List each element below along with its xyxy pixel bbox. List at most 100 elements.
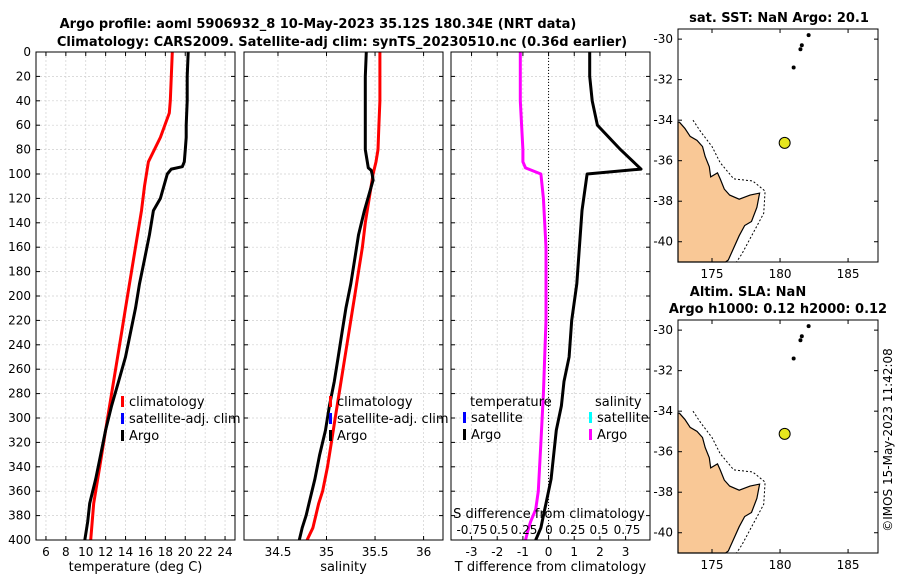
profile-location-marker (778, 136, 791, 149)
track-point (799, 43, 804, 48)
track-point (806, 324, 811, 329)
x-tick-label: 35.5 (362, 545, 389, 559)
y-tick-label: 20 (16, 69, 31, 83)
salinity-panel: 34.5 35 35.5 36 salinity climatology satellite… (243, 51, 449, 575)
series-line-climatology (305, 52, 382, 541)
y-tick-label: 240 (8, 338, 31, 352)
y-tick-label: -32 (653, 364, 673, 378)
legend-label: satellite (471, 411, 523, 426)
y-tick-label: 360 (8, 484, 31, 498)
legend-swatch (463, 429, 466, 440)
y-tick-label: -30 (653, 32, 673, 46)
land-new-zealand (677, 412, 761, 554)
legend-label: Argo (129, 429, 159, 444)
x-tick-label: 20 (178, 545, 193, 559)
y-tick-label: 140 (8, 216, 31, 230)
secondary-x-tick-label: 0.75 (614, 523, 641, 537)
y-tick-label: 300 (8, 411, 31, 425)
x-tick-label: 1 (570, 545, 578, 559)
y-tick-label: -34 (653, 404, 673, 418)
secondary-x-tick-label: 0.25 (559, 523, 586, 537)
x-tick-label: -1 (517, 545, 529, 559)
secondary-x-tick-label: 0 (545, 523, 553, 537)
y-tick-label: -36 (653, 154, 673, 168)
x-tick-label: 185 (837, 267, 860, 281)
x-tick-label: 175 (701, 267, 724, 281)
profile-location-marker (778, 427, 791, 440)
y-tick-label: -32 (653, 73, 673, 87)
y-tick-label: -36 (653, 445, 673, 459)
x-tick-label: 180 (769, 267, 792, 281)
legend-label: climatology (129, 395, 205, 410)
secondary-x-tick-label: 0.5 (489, 523, 508, 537)
x-tick-label: 35 (319, 545, 334, 559)
sla-map-subtitle: Argo h1000: 0.12 h2000: 0.12 (669, 302, 887, 317)
legend-label: satellite-adj. clim (129, 412, 241, 427)
imos-timestamp: ©IMOS 15-May-2023 11:42:08 (881, 348, 895, 532)
y-tick-label: 260 (8, 362, 31, 376)
track-point (806, 33, 811, 38)
y-tick-label: 180 (8, 265, 31, 279)
y-tick-label: 120 (8, 191, 31, 205)
x-tick-label: 3 (622, 545, 630, 559)
x-axis-label: temperature (deg C) (69, 560, 203, 575)
legend-swatch (589, 429, 592, 440)
x-tick-label: -2 (491, 545, 503, 559)
x-tick-label: 8 (62, 545, 70, 559)
y-tick-label: 0 (23, 45, 31, 59)
legend-header-temperature: temperature (470, 395, 552, 410)
series-line-argo (297, 51, 375, 541)
main-title-line1: Argo profile: aoml 5906932_8 10-May-2023… (60, 17, 577, 32)
y-tick-label: -40 (653, 235, 673, 249)
legend-swatch (121, 413, 124, 424)
x-tick-label: 175 (701, 558, 724, 572)
legend-header-salinity: salinity (595, 395, 642, 410)
series-line-argo (83, 51, 190, 541)
difference-panel: -3 -2 -1 0 1 2 3T difference from climatology t… (450, 51, 651, 575)
y-tick-label: 220 (8, 313, 31, 327)
legend-swatch (589, 412, 592, 423)
track-point (798, 338, 803, 343)
secondary-x-axis-label: S difference from climatology (453, 507, 645, 522)
x-axis-label: T difference from climatology (454, 560, 647, 575)
track-point (799, 334, 804, 339)
legend-swatch (329, 396, 332, 407)
legend-swatch (329, 430, 332, 441)
temperature-panel: 6 8 10 12 14 16 18 20 22 24 temperature (deg C) 0 20… (8, 45, 241, 575)
legend-label: satellite-adj. clim (337, 412, 449, 427)
y-tick-label: -38 (653, 485, 673, 499)
x-tick-label: 185 (837, 558, 860, 572)
x-tick-label: 0 (545, 545, 553, 559)
y-tick-label: 340 (8, 460, 31, 474)
y-tick-label: 100 (8, 167, 31, 181)
legend-label: satellite (597, 411, 649, 426)
y-tick-label: 40 (16, 94, 31, 108)
y-tick-label: -30 (653, 323, 673, 337)
x-tick-label: 2 (596, 545, 604, 559)
x-tick-label: 14 (118, 545, 133, 559)
legend-swatch (329, 413, 332, 424)
secondary-x-tick-label: 0.5 (589, 523, 608, 537)
legend-swatch (121, 396, 124, 407)
y-tick-label: -38 (653, 194, 673, 208)
legend-label: Argo (471, 428, 501, 443)
y-tick-label: 280 (8, 387, 31, 401)
y-tick-label: -40 (653, 526, 673, 540)
y-tick-label: 320 (8, 435, 31, 449)
y-tick-label: 80 (16, 143, 31, 157)
y-tick-label: 160 (8, 240, 31, 254)
sla-map-title: Altim. SLA: NaN (690, 285, 806, 300)
series-line-temperature-argo (534, 52, 643, 541)
secondary-x-tick-label: -0.75 (456, 523, 487, 537)
y-tick-label: -34 (653, 113, 673, 127)
series-line-salinity-argo (518, 52, 548, 541)
x-tick-label: 16 (138, 545, 153, 559)
x-tick-label: 18 (158, 545, 173, 559)
legend-swatch (121, 430, 124, 441)
legend-label: climatology (337, 395, 413, 410)
x-axis-label: salinity (320, 560, 367, 575)
secondary-x-tick-label: 0.25 (511, 523, 538, 537)
legend-label: Argo (337, 429, 367, 444)
x-tick-label: 36 (416, 545, 431, 559)
